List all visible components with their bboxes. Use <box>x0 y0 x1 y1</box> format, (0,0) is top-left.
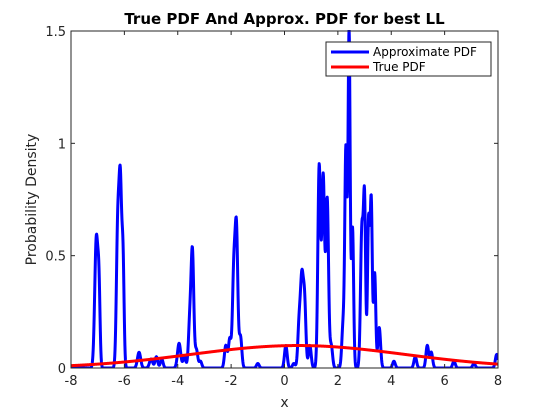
x-axis-label: x <box>280 395 288 411</box>
x-tick-label: 4 <box>387 374 395 389</box>
legend: Approximate PDF True PDF <box>326 42 491 76</box>
x-tick-label: 0 <box>280 374 288 389</box>
chart-title: True PDF And Approx. PDF for best LL <box>124 10 445 28</box>
y-axis-label: Probability Density <box>24 134 40 266</box>
x-tick-label: -4 <box>171 374 184 389</box>
y-tick-label: 0.5 <box>45 250 66 265</box>
x-tick-label: 6 <box>440 374 448 389</box>
legend-label-approximate-pdf: Approximate PDF <box>373 45 477 59</box>
legend-label-true-pdf: True PDF <box>372 60 426 74</box>
x-tick-label: -6 <box>118 374 131 389</box>
y-tick-label: 1 <box>58 137 66 152</box>
plot-area <box>71 31 498 368</box>
x-tick-label: 8 <box>494 374 502 389</box>
y-tick-label: 1.5 <box>45 25 66 40</box>
y-tick-label: 0 <box>58 362 66 377</box>
x-tick-label: -8 <box>65 374 78 389</box>
x-tick-label: -2 <box>225 374 238 389</box>
x-tick-label: 2 <box>334 374 342 389</box>
